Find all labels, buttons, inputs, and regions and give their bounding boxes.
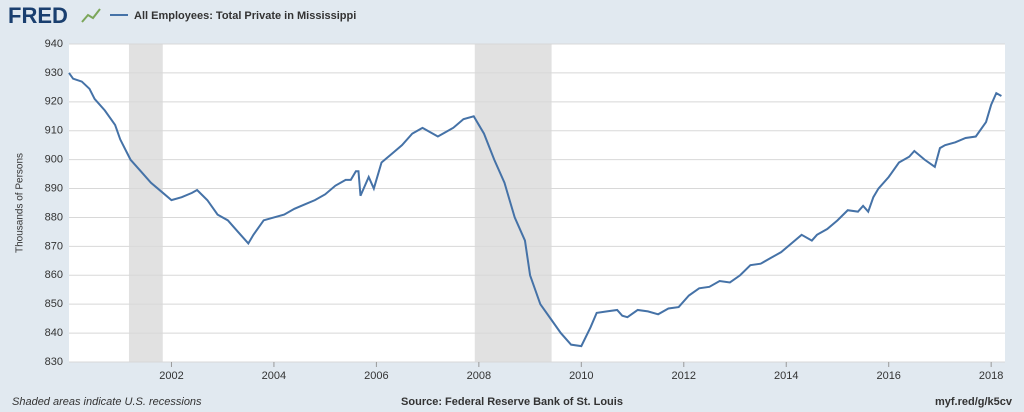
x-tick-label: 2012 bbox=[672, 370, 696, 382]
y-tick-label: 930 bbox=[45, 67, 63, 79]
recession-band bbox=[128, 44, 163, 362]
x-tick-label: 2008 bbox=[467, 370, 491, 382]
legend-label: All Employees: Total Private in Mississi… bbox=[134, 10, 356, 22]
source: Source: Federal Reserve Bank of St. Loui… bbox=[401, 396, 623, 408]
x-tick-label: 2018 bbox=[979, 370, 1003, 382]
y-tick-label: 880 bbox=[45, 211, 63, 223]
x-tick-label: 2002 bbox=[159, 370, 183, 382]
y-tick-label: 920 bbox=[45, 96, 63, 108]
logo-icon bbox=[81, 8, 101, 23]
recession-band bbox=[474, 44, 552, 362]
y-tick-label: 940 bbox=[45, 38, 63, 50]
x-tick-label: 2006 bbox=[364, 370, 388, 382]
y-axis-label: Thousands of Persons bbox=[15, 153, 26, 253]
x-tick-label: 2014 bbox=[774, 370, 798, 382]
y-tick-label: 900 bbox=[45, 154, 63, 166]
y-tick-label: 910 bbox=[45, 125, 63, 137]
logo: FRED bbox=[8, 3, 68, 28]
note: Shaded areas indicate U.S. recessions bbox=[12, 396, 202, 408]
series-line bbox=[68, 72, 1002, 348]
x-tick-label: 2010 bbox=[569, 370, 593, 382]
y-tick-label: 860 bbox=[45, 269, 63, 281]
link: myf.red/g/k5cv bbox=[935, 396, 1013, 408]
y-tick-label: 850 bbox=[45, 298, 63, 310]
x-tick-label: 2004 bbox=[262, 370, 286, 382]
y-tick-label: 870 bbox=[45, 240, 63, 252]
x-tick-label: 2016 bbox=[876, 370, 900, 382]
y-tick-label: 890 bbox=[45, 182, 63, 194]
y-tick-label: 830 bbox=[45, 356, 63, 368]
y-tick-label: 840 bbox=[45, 327, 63, 339]
